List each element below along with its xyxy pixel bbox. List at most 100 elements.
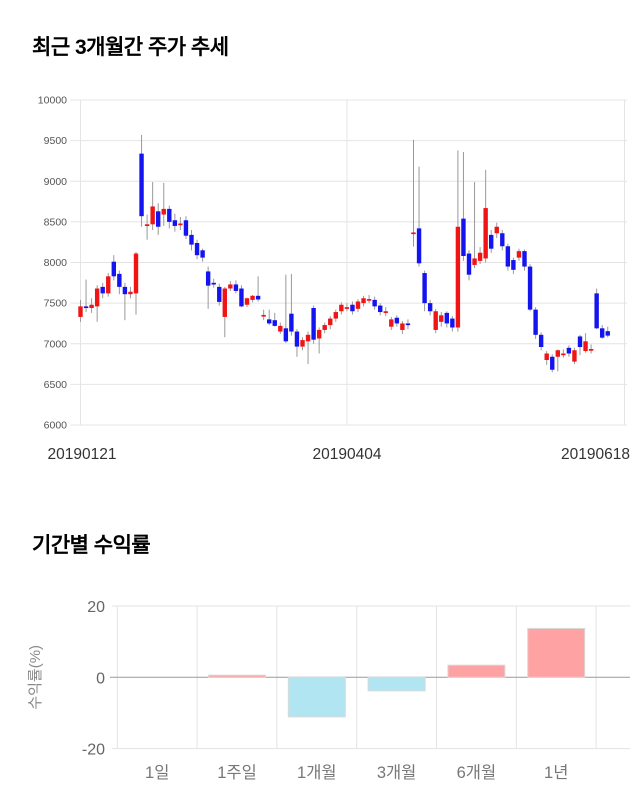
candle-down [156, 211, 161, 227]
candles [78, 134, 610, 373]
candle-down [294, 331, 300, 347]
candle-up [94, 288, 100, 307]
candle-down [205, 271, 211, 286]
y-tick-label: 20 [87, 599, 105, 616]
candle-up [244, 298, 250, 305]
candle-up [161, 208, 166, 215]
candle-up [322, 325, 327, 330]
candle-up [261, 314, 266, 317]
candle-up [389, 319, 394, 327]
candle-down [500, 233, 505, 247]
return-bars [208, 627, 586, 718]
candle-up [178, 223, 183, 226]
returns-chart-title: 기간별 수익률 [32, 534, 151, 557]
candle-up [439, 315, 444, 322]
candle-down [233, 284, 239, 291]
candle-up [228, 284, 233, 289]
candle-down [505, 246, 511, 267]
bar-positive [527, 627, 586, 678]
price-grid [70, 99, 627, 426]
candle-down [533, 309, 538, 335]
candle-down [372, 299, 377, 307]
candle-down [600, 328, 605, 338]
candle-up [333, 312, 338, 319]
candle-up [411, 232, 416, 235]
y-tick-label: 8500 [44, 216, 68, 228]
candle-down [122, 286, 128, 295]
category-label: 3개월 [377, 763, 417, 782]
candle-up [278, 325, 283, 332]
candle-up [128, 291, 133, 295]
candle-up [250, 295, 255, 300]
y-tick-label: 6500 [44, 379, 68, 391]
candle-up [78, 306, 83, 317]
bar-positive [208, 674, 266, 678]
y-tick-label: 0 [96, 670, 105, 687]
x-axis-label: 20190404 [313, 446, 382, 463]
candle-up [433, 311, 438, 330]
category-label: 1개월 [297, 763, 337, 782]
y-tick-label: 8000 [44, 257, 68, 269]
x-axis-label: 20190121 [48, 446, 117, 463]
candle-up [455, 226, 461, 328]
candle-down [117, 273, 122, 287]
candle-up [572, 350, 577, 362]
candle-down [255, 295, 261, 300]
candle-up [150, 206, 155, 225]
candle-down [267, 319, 272, 324]
candle-down [217, 286, 222, 302]
candle-down [566, 347, 572, 354]
candle-down [183, 220, 189, 236]
bar-negative [287, 676, 346, 718]
candle-down [522, 251, 527, 267]
candle-up [583, 341, 588, 352]
candle-up [133, 253, 139, 294]
candle-up [561, 353, 566, 356]
candle-down [100, 286, 105, 294]
candle-up [555, 350, 560, 357]
candle-up [144, 224, 150, 227]
candle-up [366, 299, 372, 301]
y-tick-label: -20 [82, 742, 105, 759]
candle-up [400, 323, 405, 330]
candle-down [139, 153, 144, 217]
candle-up [544, 353, 549, 360]
candle-down [289, 313, 294, 332]
candle-up [305, 334, 311, 342]
candle-down [511, 260, 516, 270]
candle-down [416, 228, 422, 264]
candle-up [316, 329, 322, 339]
candle-up [483, 208, 488, 259]
candle-down [489, 234, 494, 249]
candle-up [89, 304, 94, 308]
y-tick-label: 7000 [44, 338, 68, 350]
price-chart-title: 최근 3개월간 주가 추세 [32, 36, 229, 59]
candle-up [472, 258, 477, 265]
category-label: 6개월 [457, 763, 497, 782]
candle-down [461, 218, 466, 256]
candle-down [272, 320, 277, 326]
bar-negative [367, 676, 426, 692]
y-axis-title: 수익률(%) [27, 645, 44, 710]
candle-up [328, 318, 333, 326]
y-tick-label: 9500 [44, 135, 68, 147]
price-candlestick-chart: 10000 9500 9000 8500 8000 7500 7000 6500 6000 201… [38, 95, 630, 464]
candle-down [538, 334, 544, 347]
candle-down [594, 293, 599, 329]
category-label: 1년 [544, 763, 568, 782]
candle-up [588, 349, 594, 351]
returns-bar-chart: 20 0 -20 수익률(%) 1일 1주일 1개월 3개월 6개월 1년 [27, 599, 630, 782]
candle-down [605, 331, 610, 336]
candle-down [422, 273, 427, 304]
candle-down [427, 303, 433, 312]
candle-down [194, 243, 200, 256]
candle-up [339, 304, 344, 312]
bar-positive [447, 664, 506, 678]
candle-down [311, 308, 316, 340]
candle-up [361, 298, 366, 304]
candle-down [211, 282, 216, 285]
candle-down [378, 305, 383, 313]
candle-down [200, 250, 205, 258]
y-tick-label: 10000 [38, 95, 67, 107]
